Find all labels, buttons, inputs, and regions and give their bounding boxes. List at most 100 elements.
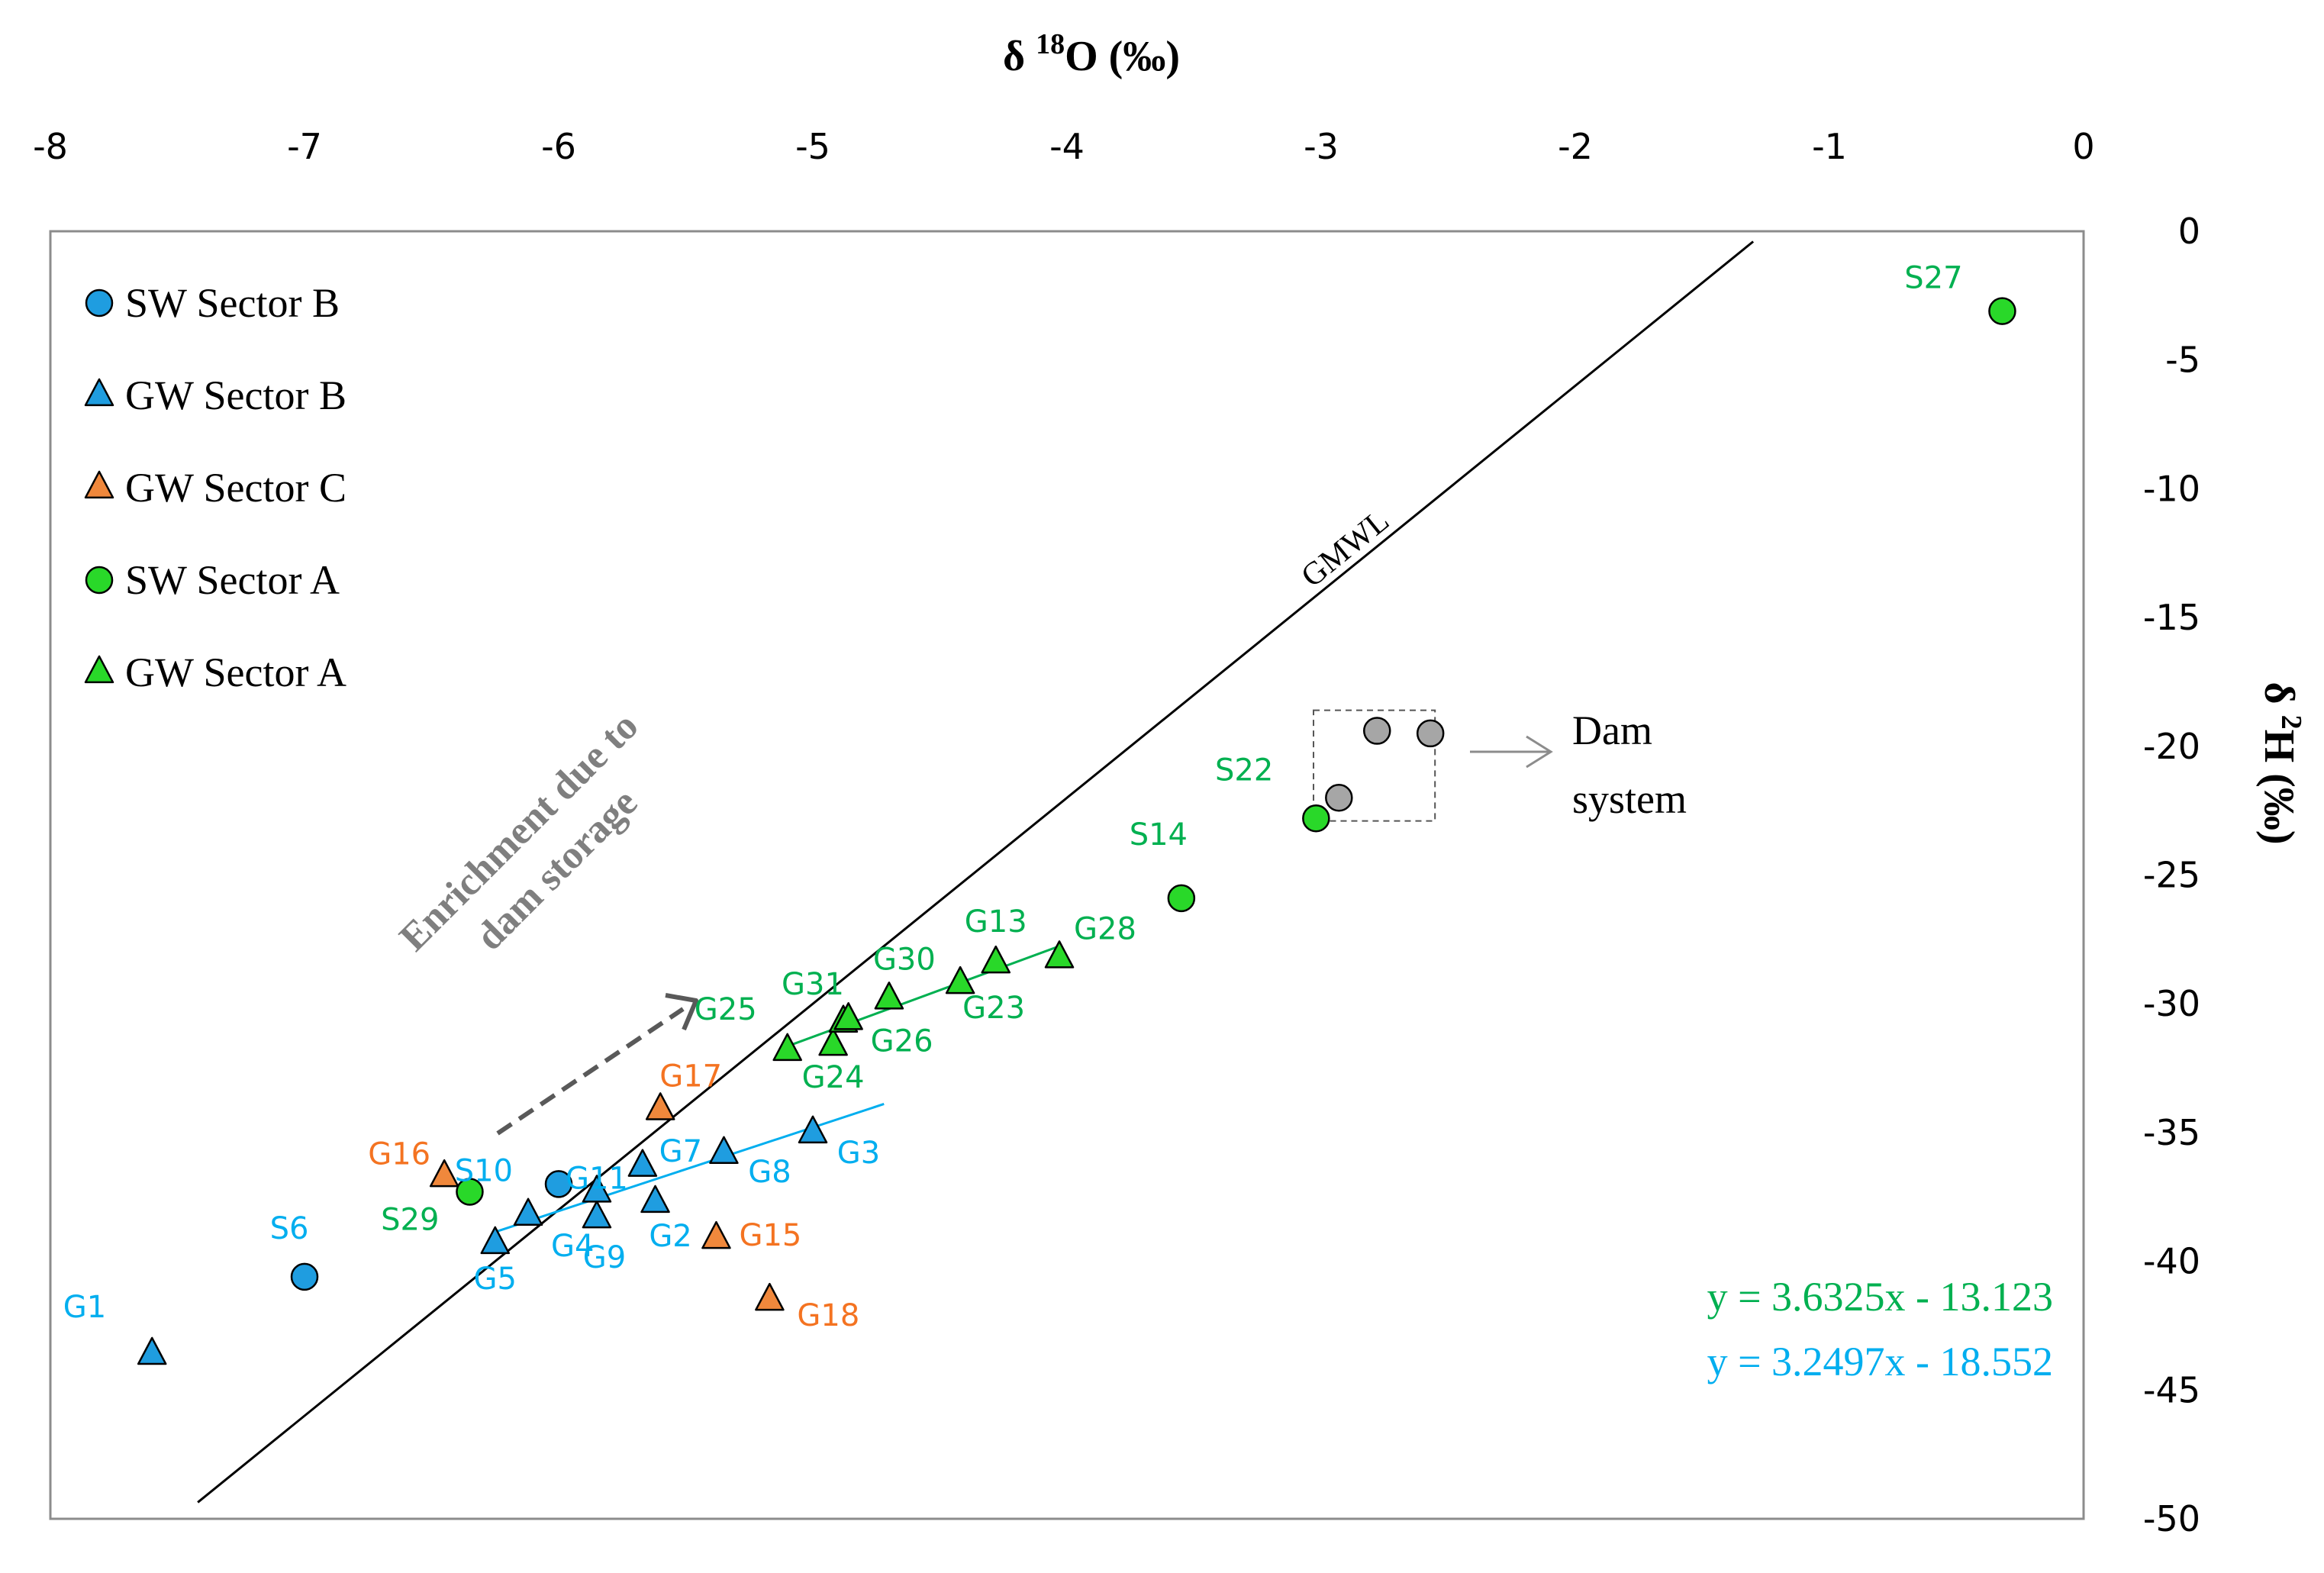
trend-equation-1: y = 3.6325x - 13.123 [1707, 1274, 2053, 1320]
gw-sector-a-point-g13 [981, 945, 1011, 974]
point-label-s22: S22 [1215, 753, 1273, 788]
x-tick-label: -7 [287, 126, 322, 167]
point-label-s10: S10 [455, 1153, 513, 1188]
plot-frame [49, 230, 2085, 1520]
x-tick-label: -8 [33, 126, 68, 167]
legend-label-4: SW Sector A [125, 557, 340, 603]
point-label-g25: G25 [695, 992, 757, 1027]
point-label-g7: G7 [659, 1134, 702, 1169]
points-layer [137, 297, 2016, 1365]
point-label-g5: G5 [474, 1262, 517, 1297]
gw-sector-a-point-g25 [772, 1033, 802, 1062]
gw-sector-b-point-g7 [627, 1149, 658, 1177]
gw-sector-a-point-g24 [818, 1027, 848, 1056]
axes-layer: -8 -7 -6 -5 -4 -3 -2 -1 0δ 18O (‰)0-5-10-15-20-2… [33, 28, 2307, 1539]
point-label-g28: G28 [1074, 911, 1136, 946]
point-label-s6: S6 [270, 1211, 309, 1246]
point-label-g13: G13 [965, 904, 1027, 940]
sw-sector-b-point-s10 [544, 1170, 573, 1198]
legend-label-2: GW Sector B [125, 372, 347, 418]
point-label-g8: G8 [748, 1155, 791, 1190]
y-tick-label: -5 [2165, 340, 2200, 381]
y-tick-label: -40 [2143, 1241, 2200, 1282]
gw-sector-b-point-g1 [137, 1336, 167, 1365]
point-label-g11: G11 [566, 1162, 628, 1197]
point-label-g4: G4 [551, 1229, 594, 1264]
gw-sector-c-point-g16 [429, 1159, 459, 1188]
legend: SW Sector B GW Sector B GW Sector C SW Sect… [84, 280, 347, 695]
point-label-s29: S29 [381, 1203, 439, 1238]
point-label-g3: G3 [837, 1136, 880, 1171]
x-tick-label: -1 [1812, 126, 1847, 167]
gw-sector-c-point-g17 [645, 1092, 675, 1120]
point-label-g23: G23 [962, 991, 1025, 1026]
y-tick-label: -45 [2143, 1369, 2200, 1410]
gw-sector-b-point-g4 [513, 1197, 543, 1226]
gw-sector-b-point-g8 [709, 1136, 739, 1165]
enrichment-arrow-shaft [496, 1007, 685, 1136]
point-label-s14: S14 [1130, 817, 1188, 853]
gw-sector-a-point-g23 [945, 965, 975, 994]
enrichment-arrow-head [665, 993, 698, 1031]
dam-label-line1: Dam [1572, 708, 1652, 753]
gmwl-line [197, 240, 1755, 1504]
gw-sector-b-trend-line [495, 1103, 885, 1233]
gw-sector-b-point-g2 [640, 1185, 670, 1214]
lines-layer: GMWL [197, 240, 1755, 1504]
dam-system-box [1313, 709, 1436, 822]
y-tick-label: 0 [2178, 211, 2200, 252]
y-tick-label: -30 [2143, 983, 2200, 1024]
sw-sector-a-point-s14 [1167, 884, 1196, 913]
point-label-g24: G24 [802, 1060, 865, 1095]
x-axis-title: δ 18O (‰) [1003, 28, 1180, 80]
y-tick-label: -10 [2143, 468, 2200, 509]
y-tick-label: -25 [2143, 855, 2200, 896]
y-tick-label: -50 [2143, 1498, 2200, 1539]
dam-label-line2: system [1572, 776, 1687, 822]
point-label-g9: G9 [583, 1240, 626, 1275]
y-tick-label: -20 [2143, 726, 2200, 767]
sw-sector-a-point-s27 [1988, 297, 2016, 325]
gmwl-label: GMWL [1295, 503, 1396, 594]
legend-marker-4 [85, 566, 114, 595]
gw-sector-b-point-g11 [582, 1175, 612, 1203]
point-label-g16: G16 [368, 1136, 430, 1172]
point-label-g18: G18 [797, 1298, 859, 1333]
dam-system-point-1 [1363, 717, 1391, 745]
gw-sector-b-point-g5 [480, 1226, 510, 1255]
x-tick-label: -4 [1049, 126, 1085, 167]
legend-label-5: GW Sector A [125, 650, 347, 695]
y-tick-label: -15 [2143, 597, 2200, 638]
legend-marker-5 [84, 655, 114, 684]
gw-sector-b-point-g9 [582, 1200, 612, 1229]
x-tick-label: 0 [2072, 126, 2094, 167]
sw-sector-a-point-s22 [1302, 804, 1330, 833]
dam-system-point-0 [1325, 784, 1353, 812]
legend-marker-1 [85, 288, 114, 318]
point-label-g17: G17 [659, 1059, 722, 1094]
gw-sector-a-point-g26 [833, 1002, 863, 1030]
dam-arrow-head [1526, 735, 1553, 769]
point-label-g30: G30 [873, 942, 936, 977]
sw-sector-b-point-s6 [290, 1262, 319, 1291]
x-tick-label: -3 [1304, 126, 1339, 167]
point-label-g26: G26 [871, 1023, 933, 1059]
point-label-g1: G1 [63, 1290, 106, 1325]
point-label-s27: S27 [1904, 261, 1962, 296]
point-label-g31: G31 [782, 967, 844, 1002]
y-axis-title: δ 2H (‰) [2255, 682, 2307, 845]
gw-sector-a-point-g28 [1044, 940, 1075, 969]
gw-sector-a-point-g30 [874, 982, 904, 1010]
x-tick-label: -6 [541, 126, 576, 167]
gw-sector-c-point-g18 [755, 1282, 785, 1311]
point-label-g2: G2 [649, 1219, 691, 1254]
legend-marker-2 [84, 378, 114, 407]
x-tick-label: -2 [1558, 126, 1593, 167]
trend-equation-2: y = 3.2497x - 18.552 [1707, 1339, 2053, 1384]
y-tick-label: -35 [2143, 1112, 2200, 1153]
sw-sector-a-point-s29 [456, 1178, 484, 1206]
